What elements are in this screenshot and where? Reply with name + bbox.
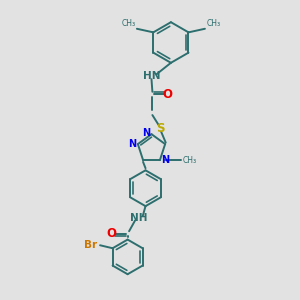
Text: HN: HN [143, 71, 160, 81]
Text: N: N [161, 155, 169, 165]
Text: CH₃: CH₃ [121, 19, 135, 28]
Text: N: N [128, 139, 137, 149]
Text: N: N [142, 128, 150, 138]
Text: CH₃: CH₃ [206, 19, 220, 28]
Text: CH₃: CH₃ [183, 156, 197, 165]
Text: NH: NH [130, 213, 147, 223]
Text: O: O [162, 88, 172, 101]
Text: O: O [107, 227, 117, 240]
Text: S: S [156, 122, 165, 135]
Text: Br: Br [84, 240, 97, 250]
